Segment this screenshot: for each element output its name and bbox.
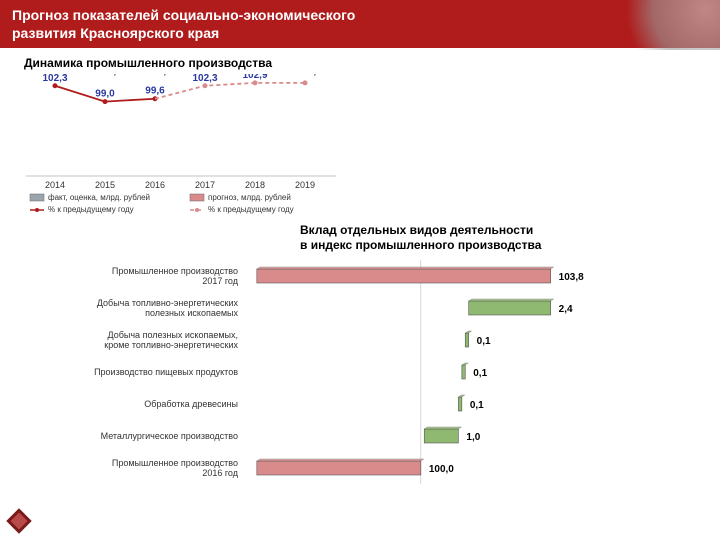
svg-text:Обработка древесины: Обработка древесины (144, 399, 238, 409)
chart2-title-line2: в индекс промышленного производства (300, 238, 541, 252)
svg-text:полезных ископаемых: полезных ископаемых (145, 308, 238, 318)
svg-text:2017 год: 2017 год (202, 276, 238, 286)
svg-text:2017: 2017 (195, 180, 215, 190)
svg-text:102,3: 102,3 (192, 74, 217, 84)
svg-text:99,0: 99,0 (95, 89, 115, 100)
svg-text:1 403,5: 1 403,5 (138, 74, 172, 77)
chart1-container: 1 230,520141 423,820151 403,520161 486,0… (0, 74, 720, 219)
svg-text:1 423,8: 1 423,8 (88, 74, 122, 77)
svg-text:0,1: 0,1 (470, 400, 484, 411)
chart2-title: Вклад отдельных видов деятельности в инд… (0, 219, 720, 254)
svg-text:прогноз, млрд. рублей: прогноз, млрд. рублей (208, 193, 291, 202)
svg-text:102,9: 102,9 (242, 74, 267, 81)
svg-text:2,4: 2,4 (559, 304, 573, 315)
svg-text:Добыча топливно-энергетических: Добыча топливно-энергетических (97, 298, 239, 308)
svg-text:103,8: 103,8 (559, 272, 584, 283)
svg-text:1 670,9: 1 670,9 (288, 74, 322, 77)
chart1-title: Динамика промышленного производства (0, 48, 720, 74)
svg-text:% к предыдущему году: % к предыдущему году (48, 205, 134, 214)
chart1-svg: 1 230,520141 423,820151 403,520161 486,0… (0, 74, 370, 214)
header-decoration (580, 0, 720, 50)
svg-text:2016 год: 2016 год (202, 468, 238, 478)
svg-text:2019: 2019 (295, 180, 315, 190)
svg-text:кроме топливно-энергетических: кроме топливно-энергетических (104, 340, 238, 350)
corner-decoration-icon (6, 508, 31, 533)
svg-text:Добыча полезных ископаемых,: Добыча полезных ископаемых, (108, 330, 238, 340)
svg-text:Производство пищевых продуктов: Производство пищевых продуктов (94, 367, 238, 377)
svg-text:Металлургическое производство: Металлургическое производство (101, 431, 238, 441)
svg-text:0,1: 0,1 (477, 336, 491, 347)
svg-text:2014: 2014 (45, 180, 65, 190)
svg-text:Промышленное производство: Промышленное производство (112, 458, 238, 468)
svg-text:1,0: 1,0 (466, 432, 480, 443)
svg-text:Промышленное производство: Промышленное производство (112, 266, 238, 276)
chart2-title-line1: Вклад отдельных видов деятельности (300, 223, 533, 237)
svg-text:0,1: 0,1 (473, 368, 487, 379)
slide-header: Прогноз показателей социально-экономичес… (0, 0, 720, 48)
svg-text:% к предыдущему году: % к предыдущему году (208, 205, 294, 214)
chart2-container: Промышленное производство2017 год103,8До… (0, 254, 720, 509)
svg-text:2016: 2016 (145, 180, 165, 190)
svg-text:102,3: 102,3 (42, 74, 67, 84)
svg-text:99,6: 99,6 (145, 86, 165, 97)
chart2-svg: Промышленное производство2017 год103,8До… (0, 254, 700, 504)
svg-text:2018: 2018 (245, 180, 265, 190)
svg-text:факт, оценка, млрд. рублей: факт, оценка, млрд. рублей (48, 193, 150, 202)
svg-text:100,0: 100,0 (429, 464, 454, 475)
svg-text:2015: 2015 (95, 180, 115, 190)
